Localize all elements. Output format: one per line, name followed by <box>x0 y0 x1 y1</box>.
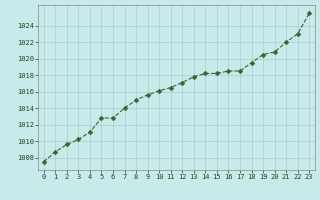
Text: Graphe pression niveau de la mer (hPa): Graphe pression niveau de la mer (hPa) <box>65 188 255 198</box>
